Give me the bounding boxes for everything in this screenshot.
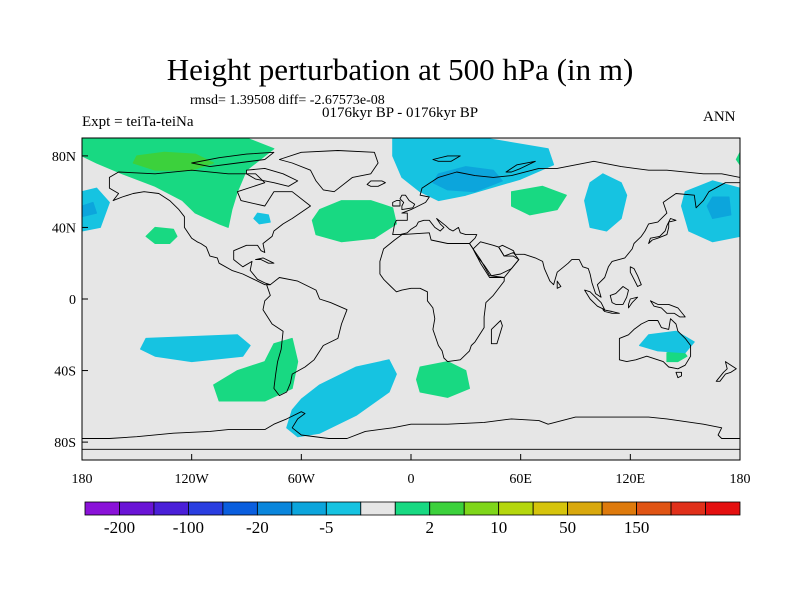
coastline-north-america bbox=[108, 169, 311, 286]
time-period: 0176kyr BP - 0176kyr BP bbox=[322, 105, 479, 121]
colorbar-box bbox=[429, 501, 465, 516]
colorbar-label: -5 bbox=[319, 518, 334, 537]
colorbar-box bbox=[360, 501, 396, 516]
season-label: ANN bbox=[703, 109, 736, 125]
anomaly-region-north-pacific-positive bbox=[145, 226, 178, 244]
y-tick-label: 40N bbox=[52, 221, 76, 236]
anomaly-region-arctic-europe-core bbox=[432, 166, 503, 193]
x-tick-label: 180 bbox=[72, 472, 93, 487]
x-tick-label: 60E bbox=[509, 472, 532, 487]
axis-ticks: 180 120W 60W 0 60E 120E 180 80N 40N 0 40S 80S bbox=[52, 150, 751, 487]
colorbar-label: -100 bbox=[172, 518, 204, 537]
coastline-sri-lanka bbox=[556, 280, 562, 289]
coastline-cuba bbox=[255, 257, 275, 264]
rmsd-stats: rmsd= 1.39508 diff= -2.67573e-08 bbox=[190, 93, 385, 108]
colorbar-label: -20 bbox=[246, 518, 269, 537]
anomaly-region-arctic-canada-core bbox=[132, 151, 215, 171]
anomaly-region-north-atlantic-positive bbox=[311, 200, 397, 243]
colorbar-label: 150 bbox=[623, 518, 650, 537]
y-tick-label: 80S bbox=[54, 436, 76, 451]
coastline-south-america bbox=[262, 277, 348, 397]
anomaly-region-siberia-positive bbox=[511, 185, 567, 216]
colorbar-box bbox=[256, 501, 293, 516]
coastline-java bbox=[602, 309, 620, 314]
anomaly-region-north-pacific-core bbox=[706, 196, 732, 219]
coastline-eurasia bbox=[392, 160, 740, 298]
coastline-svalbard bbox=[432, 155, 461, 162]
coastline-iceland bbox=[366, 180, 386, 187]
colorbar-box bbox=[636, 501, 672, 516]
coastline-british-isles bbox=[399, 194, 416, 211]
coastline-layer bbox=[82, 150, 740, 450]
colorbar-box bbox=[222, 501, 258, 516]
coastline-madagascar bbox=[490, 320, 503, 345]
map-title: Height perturbation at 500 hPa (in m) bbox=[166, 52, 634, 87]
anomaly-region-north-pole-positive bbox=[735, 151, 740, 166]
x-tick-label: 0 bbox=[408, 472, 415, 487]
colorbar-box bbox=[394, 501, 431, 516]
x-tick-label: 60W bbox=[288, 472, 316, 487]
colorbar-box bbox=[567, 501, 603, 516]
anomaly-region-east-asia-negative bbox=[584, 173, 628, 232]
coastline-australia bbox=[618, 318, 692, 370]
coastline-new-zealand bbox=[715, 361, 737, 382]
coastline-borneo bbox=[609, 286, 629, 305]
coastline-greenland bbox=[278, 150, 379, 193]
y-tick-label: 80N bbox=[52, 150, 76, 165]
coastline-africa bbox=[379, 232, 505, 363]
anomaly-layer bbox=[82, 138, 740, 438]
coastline-arabian-peninsula bbox=[472, 241, 520, 278]
colorbar-box bbox=[153, 501, 189, 516]
colorbar-box bbox=[670, 501, 706, 516]
coastline-new-guinea bbox=[649, 300, 686, 318]
coastline-canadian-arctic-islands bbox=[191, 151, 275, 168]
y-tick-label: 0 bbox=[69, 293, 76, 308]
coastline-japan bbox=[648, 218, 677, 244]
coastline-sulawesi bbox=[628, 296, 639, 309]
colorbar-box bbox=[498, 501, 534, 516]
colorbar-box bbox=[463, 501, 500, 516]
y-tick-label: 40S bbox=[54, 365, 76, 380]
colorbar-label: -200 bbox=[103, 518, 136, 537]
colorbar-box bbox=[601, 501, 637, 516]
anomaly-region-south-atlantic-positive bbox=[213, 337, 299, 402]
colorbar-label: 50 bbox=[559, 518, 577, 537]
x-tick-label: 120E bbox=[616, 472, 646, 487]
colorbar-box bbox=[84, 501, 120, 516]
coastline-novaya-zemlya bbox=[505, 160, 536, 173]
colorbar-boxes bbox=[84, 501, 741, 516]
colorbar-box bbox=[119, 501, 155, 516]
x-tick-label: 180 bbox=[730, 472, 751, 487]
x-tick-label: 120W bbox=[175, 472, 210, 487]
colorbar-box bbox=[188, 501, 224, 516]
colorbar-box bbox=[325, 501, 362, 516]
coastline-antarctica bbox=[82, 411, 740, 450]
anomaly-region-drake-weddell-negative bbox=[286, 359, 397, 438]
coastline-baffin-island bbox=[246, 167, 299, 187]
colorbar-label: 2 bbox=[425, 518, 434, 537]
colorbar-box bbox=[291, 501, 327, 516]
colorbar-box bbox=[705, 501, 741, 516]
colorbar-box bbox=[532, 501, 569, 516]
experiment-label: Expt = teiTa-teiNa bbox=[82, 114, 194, 130]
coastline-tasmania bbox=[675, 371, 682, 379]
colorbar-label: 10 bbox=[490, 518, 508, 537]
coastline-ireland bbox=[392, 200, 401, 207]
anomaly-region-arctic-canada-positive bbox=[82, 138, 275, 228]
anomaly-region-australia-negative bbox=[639, 330, 695, 354]
coastline-philippines bbox=[629, 266, 642, 287]
anomaly-region-dateline-west-core bbox=[82, 201, 98, 218]
anomaly-region-south-pacific-negative bbox=[140, 334, 251, 363]
anomaly-region-great-lakes-negative bbox=[253, 212, 271, 225]
anomaly-region-south-africa-positive bbox=[416, 361, 470, 398]
